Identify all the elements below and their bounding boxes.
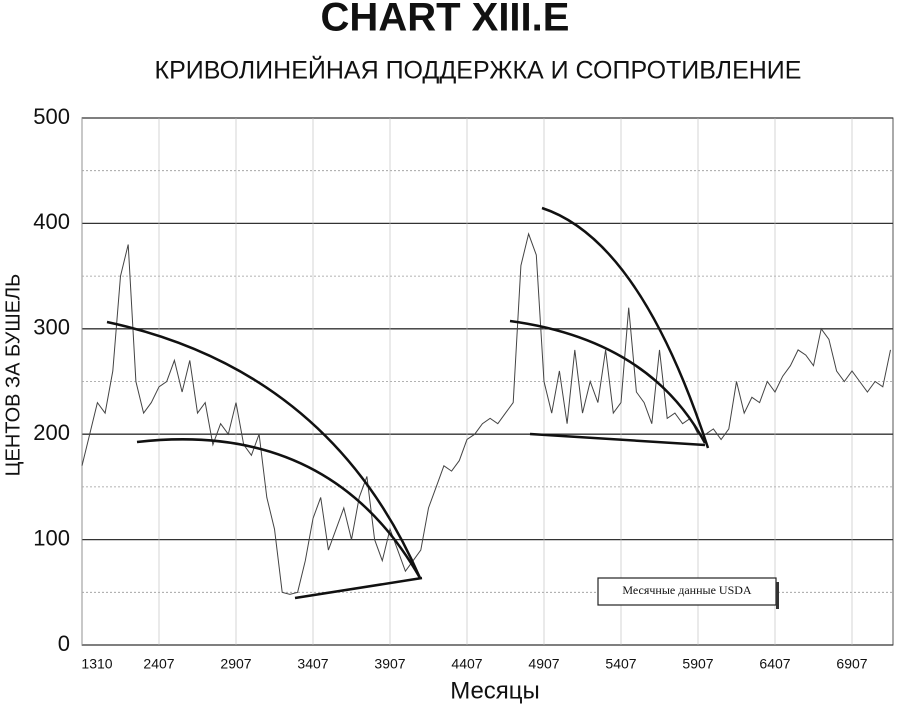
x-tick-label: 2907 <box>220 656 251 672</box>
y-tick-label: 400 <box>33 209 70 234</box>
x-tick-label: 5407 <box>605 656 636 672</box>
y-tick-label: 200 <box>33 420 70 445</box>
y-tick-label: 100 <box>33 525 70 550</box>
x-tick-label: 4907 <box>528 656 559 672</box>
x-tick-label: 6407 <box>759 656 790 672</box>
x-tick-label: 1310 <box>81 656 112 672</box>
y-tick-label: 500 <box>33 104 70 129</box>
price-line <box>81 232 891 595</box>
resistance-curve <box>106 320 422 579</box>
chart-subtitle: КРИВОЛИНЕЙНАЯ ПОДДЕРЖКА И СОПРОТИВЛЕНИЕ <box>155 55 802 85</box>
chart-title: CHART XIII.E <box>321 0 570 40</box>
x-tick-label: 2407 <box>143 656 174 672</box>
x-tick-label: 5907 <box>682 656 713 672</box>
y-axis-label: ЦЕНТОВ ЗА БУШЕЛЬ <box>2 274 24 477</box>
support-line <box>529 432 706 447</box>
y-tick-label: 300 <box>33 315 70 340</box>
x-tick-label: 4407 <box>451 656 482 672</box>
x-axis-label: Месяцы <box>450 677 540 704</box>
y-tick-label: 0 <box>58 631 70 656</box>
annotation-box <box>597 577 777 606</box>
x-tick-label: 3407 <box>297 656 328 672</box>
x-tick-label: 3907 <box>374 656 405 672</box>
support-line <box>294 576 423 600</box>
annotation-shadow <box>776 582 779 609</box>
x-tick-label: 6907 <box>836 656 867 672</box>
support-curve <box>136 438 422 579</box>
resistance-curve <box>541 206 710 449</box>
annotation: Месячные данные USDA <box>622 583 751 597</box>
support-curve <box>509 319 707 444</box>
trend-lines <box>106 206 710 600</box>
